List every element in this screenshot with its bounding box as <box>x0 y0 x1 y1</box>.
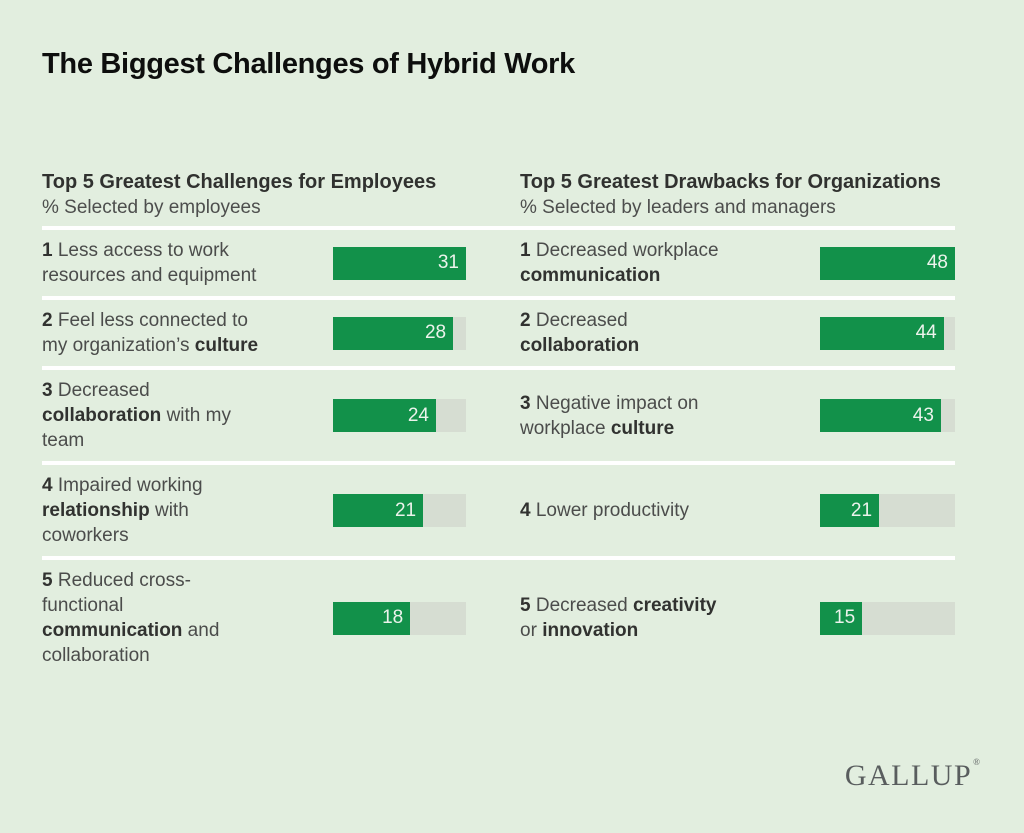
challenge-label: 2 Feel less connected to my organization… <box>42 310 259 356</box>
bar-track: 18 <box>333 601 466 635</box>
bar-value: 24 <box>407 404 429 426</box>
bar-value: 44 <box>915 322 937 343</box>
bar-track: 31 <box>333 246 466 280</box>
bar-fill: 43 <box>820 399 941 432</box>
challenge-bar: 21 <box>333 494 466 527</box>
row-rank: 5 <box>520 595 531 616</box>
bar-value: 31 <box>437 252 459 273</box>
bar-value: 15 <box>834 607 856 628</box>
registered-mark: ® <box>973 757 980 767</box>
row-rank: 1 <box>42 240 53 261</box>
bar-fill: 44 <box>820 316 944 350</box>
chart-row: 4 Impaired working relationship with cow… <box>42 461 955 556</box>
row-rank: 4 <box>520 500 531 521</box>
bar-fill: 21 <box>820 494 880 527</box>
drawback-bar: 15 <box>820 601 955 635</box>
bar-track: 21 <box>333 494 466 527</box>
chart-row: 1 Less access to work resources and equi… <box>42 226 955 296</box>
drawback-bar: 48 <box>820 246 955 280</box>
challenge-bar: 18 <box>333 601 466 635</box>
bar-track: 24 <box>333 399 466 432</box>
bar-value: 28 <box>424 322 447 343</box>
chart-content: Top 5 Greatest Challenges for Employees … <box>42 170 955 676</box>
row-rank: 1 <box>520 240 531 261</box>
chart-rows: 1 Less access to work resources and equi… <box>42 226 955 676</box>
challenge-bar: 24 <box>333 399 466 432</box>
drawback-bar: 43 <box>820 399 955 432</box>
row-rank: 3 <box>42 380 53 401</box>
bar-track: 28 <box>333 316 466 350</box>
bar-fill: 28 <box>333 316 454 350</box>
column-header-employees: Top 5 Greatest Challenges for Employees … <box>42 170 466 220</box>
chart-row: 5 Reduced cross-functional communication… <box>42 556 955 676</box>
drawback-bar: 21 <box>820 494 955 527</box>
column-title: Top 5 Greatest Challenges for Employees <box>42 171 437 193</box>
bar-fill: 24 <box>333 399 436 432</box>
drawback-bar: 44 <box>820 316 955 350</box>
bar-track: 15 <box>820 601 955 635</box>
bar-value: 48 <box>926 252 948 273</box>
drawback-label: 5 Decreased creativity or innovation <box>520 595 717 641</box>
bar-value: 21 <box>850 499 873 521</box>
column-title: Top 5 Greatest Drawbacks for Organizatio… <box>520 171 941 193</box>
bar-track: 48 <box>820 246 955 280</box>
chart-row: 3 Decreased collaboration with my team 2… <box>42 366 955 461</box>
bar-value: 43 <box>912 404 934 426</box>
column-subtitle: % Selected by employees <box>42 197 261 218</box>
bar-fill: 15 <box>820 601 863 635</box>
challenge-label: 3 Decreased collaboration with my team <box>42 380 231 451</box>
chart-row: 2 Feel less connected to my organization… <box>42 296 955 366</box>
bar-fill: 48 <box>820 246 955 280</box>
challenge-label: 1 Less access to work resources and equi… <box>42 240 257 286</box>
drawback-label: 4 Lower productivity <box>520 500 689 521</box>
bar-track: 44 <box>820 316 955 350</box>
gallup-logo: GALLUP® <box>845 757 980 793</box>
bar-value: 18 <box>382 607 404 628</box>
chart-title: The Biggest Challenges of Hybrid Work <box>42 48 575 80</box>
bar-value: 21 <box>394 499 417 521</box>
row-rank: 2 <box>42 310 53 331</box>
bar-fill: 18 <box>333 601 411 635</box>
drawback-label: 3 Negative impact on workplace culture <box>520 392 699 439</box>
column-subtitle: % Selected by leaders and managers <box>520 197 836 218</box>
bar-fill: 31 <box>333 246 466 280</box>
bar-fill: 21 <box>333 494 424 527</box>
challenge-bar: 28 <box>333 316 466 350</box>
drawback-label: 1 Decreased workplace communication <box>520 240 719 286</box>
column-header-organizations: Top 5 Greatest Drawbacks for Organizatio… <box>520 170 955 220</box>
challenge-label: 5 Reduced cross-functional communication… <box>42 570 220 666</box>
gallup-wordmark: GALLUP <box>844 759 973 792</box>
row-rank: 2 <box>520 310 531 331</box>
bar-track: 43 <box>820 399 955 432</box>
drawback-label: 2 Decreased collaboration <box>520 310 640 356</box>
challenge-bar: 31 <box>333 246 466 280</box>
row-rank: 3 <box>520 392 531 414</box>
challenge-label: 4 Impaired working relationship with cow… <box>42 475 203 546</box>
row-rank: 5 <box>42 570 53 591</box>
bar-track: 21 <box>820 494 955 527</box>
column-headers: Top 5 Greatest Challenges for Employees … <box>42 170 955 226</box>
row-rank: 4 <box>42 475 53 496</box>
